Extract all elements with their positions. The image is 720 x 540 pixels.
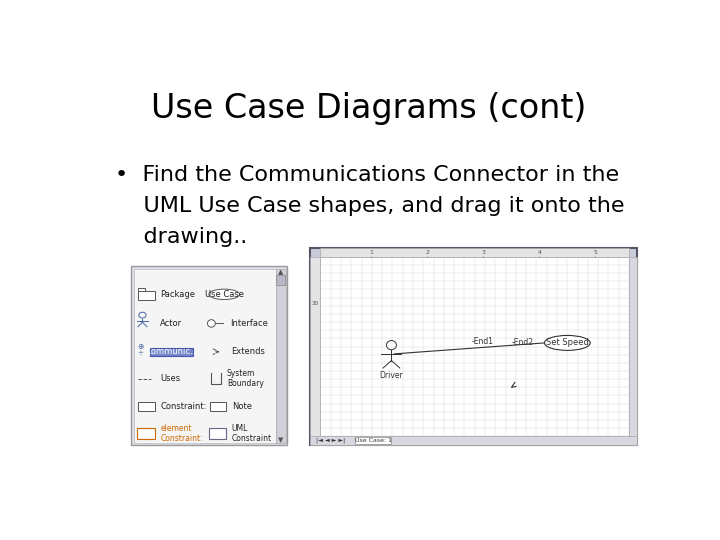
Text: 4: 4 <box>537 250 541 255</box>
Ellipse shape <box>207 320 215 327</box>
Text: ⊕: ⊕ <box>137 342 143 351</box>
Text: 30: 30 <box>312 301 319 306</box>
Text: Communic...: Communic... <box>145 347 198 356</box>
Bar <box>629 257 637 436</box>
Text: UML Use Case shapes, and drag it onto the: UML Use Case shapes, and drag it onto th… <box>115 196 625 216</box>
FancyBboxPatch shape <box>355 437 392 444</box>
FancyBboxPatch shape <box>310 257 320 436</box>
Text: Driver: Driver <box>379 372 403 380</box>
Text: Note: Note <box>233 402 253 411</box>
Text: ÷: ÷ <box>137 349 143 355</box>
Text: 1: 1 <box>369 250 373 255</box>
Text: Actor: Actor <box>161 319 182 328</box>
Text: 2: 2 <box>425 250 429 255</box>
FancyBboxPatch shape <box>209 428 226 439</box>
Text: Interface: Interface <box>230 319 268 328</box>
Text: Constraint:: Constraint: <box>161 402 207 411</box>
FancyBboxPatch shape <box>131 266 287 445</box>
FancyBboxPatch shape <box>138 291 155 300</box>
FancyBboxPatch shape <box>310 436 637 446</box>
Text: drawing..: drawing.. <box>115 227 248 247</box>
Text: Extends: Extends <box>231 347 266 356</box>
FancyBboxPatch shape <box>310 248 637 446</box>
FancyBboxPatch shape <box>137 428 155 439</box>
Bar <box>276 268 286 443</box>
Text: UML
Constraint: UML Constraint <box>231 424 271 443</box>
Text: Use Case: 1: Use Case: 1 <box>355 438 392 443</box>
Text: •  Find the Communications Connector in the: • Find the Communications Connector in t… <box>115 165 619 185</box>
Text: element
Constraint:: element Constraint: <box>161 424 203 443</box>
Bar <box>276 275 285 285</box>
FancyBboxPatch shape <box>320 248 629 257</box>
Text: 3: 3 <box>481 250 485 255</box>
FancyBboxPatch shape <box>138 288 145 292</box>
FancyBboxPatch shape <box>320 257 629 436</box>
FancyBboxPatch shape <box>138 402 155 411</box>
Text: ▼: ▼ <box>278 437 284 443</box>
Text: Use Case Diagrams (cont): Use Case Diagrams (cont) <box>151 92 587 125</box>
FancyBboxPatch shape <box>210 402 226 411</box>
Text: -End1: -End1 <box>472 337 493 346</box>
FancyBboxPatch shape <box>133 268 276 443</box>
Text: System
Boundary: System Boundary <box>227 369 264 388</box>
Ellipse shape <box>544 335 590 350</box>
Text: Use Case: Use Case <box>204 290 243 299</box>
Ellipse shape <box>209 289 240 300</box>
Text: Uses: Uses <box>161 374 181 383</box>
Text: Set Speed: Set Speed <box>546 339 589 347</box>
Text: -End2: -End2 <box>511 338 534 347</box>
Text: 5: 5 <box>593 250 598 255</box>
Text: |◄ ◄ ► ►|: |◄ ◄ ► ►| <box>316 438 346 443</box>
Text: Package: Package <box>161 290 195 299</box>
FancyBboxPatch shape <box>150 348 193 356</box>
Text: ▲: ▲ <box>278 269 284 275</box>
